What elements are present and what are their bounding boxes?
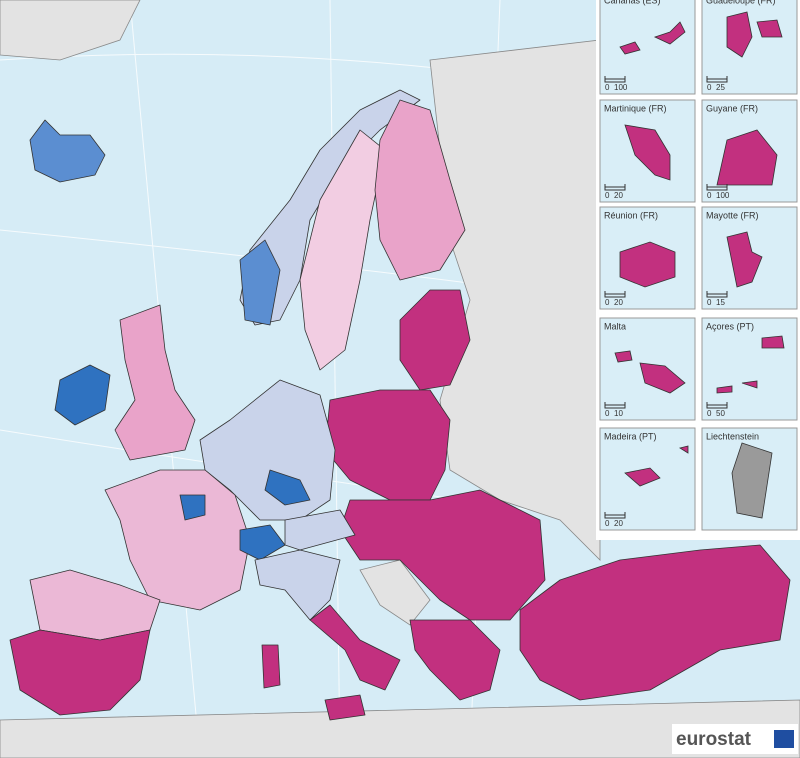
inset-region [716,335,785,394]
inset-region [624,445,689,487]
inset-region [619,241,676,288]
inset-label: Réunion (FR) [604,210,658,220]
sardinia [261,644,281,689]
scale-bar [604,184,626,191]
scale-end: 20 [614,191,623,200]
scale-bar [604,291,626,298]
greece [409,619,501,701]
scale-end: 10 [614,409,623,418]
inset-label: Martinique (FR) [604,103,667,113]
inset-region [726,231,763,288]
scale-start: 0 [605,83,610,92]
ireland [54,364,111,426]
scale-end: 100 [716,191,730,200]
scale-bar [706,291,728,298]
scale-end: 20 [614,298,623,307]
turkey [519,544,791,701]
scale-start: 0 [707,83,712,92]
inset-label: Açores (PT) [706,321,754,331]
germany-south [264,469,311,506]
baltics [399,289,471,391]
inset: Malta 0 10 [599,317,696,421]
hungary-romania [339,489,546,621]
italy-north [254,549,341,621]
inset-region [614,350,686,394]
scale-start: 0 [707,298,712,307]
poland [324,389,451,501]
inset: Canarias (ES) 0 100 [599,0,696,95]
inset-frame [701,317,798,421]
sicily [324,694,366,721]
inset-label: Liechtenstein [706,431,759,441]
scale-bar [604,402,626,409]
scale-end: 15 [716,298,725,307]
inset-frame [599,0,696,95]
norway-west [239,239,281,326]
scale-end: 50 [716,409,725,418]
united-kingdom [114,304,196,461]
inset-label: Canarias (ES) [604,0,661,5]
scale-start: 0 [605,409,610,418]
inset-label: Malta [604,321,626,331]
scale-bar [706,76,728,83]
eu-flag [774,730,794,748]
inset-region [624,124,671,181]
finland [374,99,466,281]
scale-start: 0 [707,191,712,200]
balkans-nonEU [359,559,431,626]
inset: Guyane (FR) 0 100 [701,99,798,203]
inset-label: Mayotte (FR) [706,210,759,220]
austria [284,509,356,551]
switzerland [239,524,286,561]
inset-region [716,129,778,186]
inset: Guadeloupe (FR) 0 25 [701,0,798,95]
scale-bar [706,402,728,409]
logo: eurostat [676,729,752,750]
inset-frame [701,0,798,95]
inset-label: Madeira (PT) [604,431,657,441]
scale-bar [604,512,626,519]
iceland [29,119,106,183]
scale-start: 0 [707,409,712,418]
inset: Liechtenstein [701,427,798,531]
inset-region [731,442,773,519]
inset: Réunion (FR) 0 20 [599,206,696,310]
inset-label: Guyane (FR) [706,103,758,113]
greenland [0,0,141,61]
inset: Mayotte (FR) 0 15 [701,206,798,310]
scale-bar [706,184,728,191]
scale-end: 100 [614,83,628,92]
france [104,469,251,611]
spain-south-portugal [9,629,151,716]
scale-start: 0 [605,191,610,200]
inset: Martinique (FR) 0 20 [599,99,696,203]
inset: Açores (PT) 0 50 [701,317,798,421]
scale-start: 0 [605,519,610,528]
italy-south [309,604,401,691]
inset: Madeira (PT) 0 20 [599,427,696,531]
scale-end: 25 [716,83,725,92]
scale-start: 0 [605,298,610,307]
africa [0,699,800,758]
inset-region [726,11,783,58]
scale-bar [604,76,626,83]
scale-end: 20 [614,519,623,528]
ile-de-france [179,494,206,521]
sweden [299,129,386,371]
inset-label: Guadeloupe (FR) [706,0,776,5]
inset-region [619,21,686,55]
